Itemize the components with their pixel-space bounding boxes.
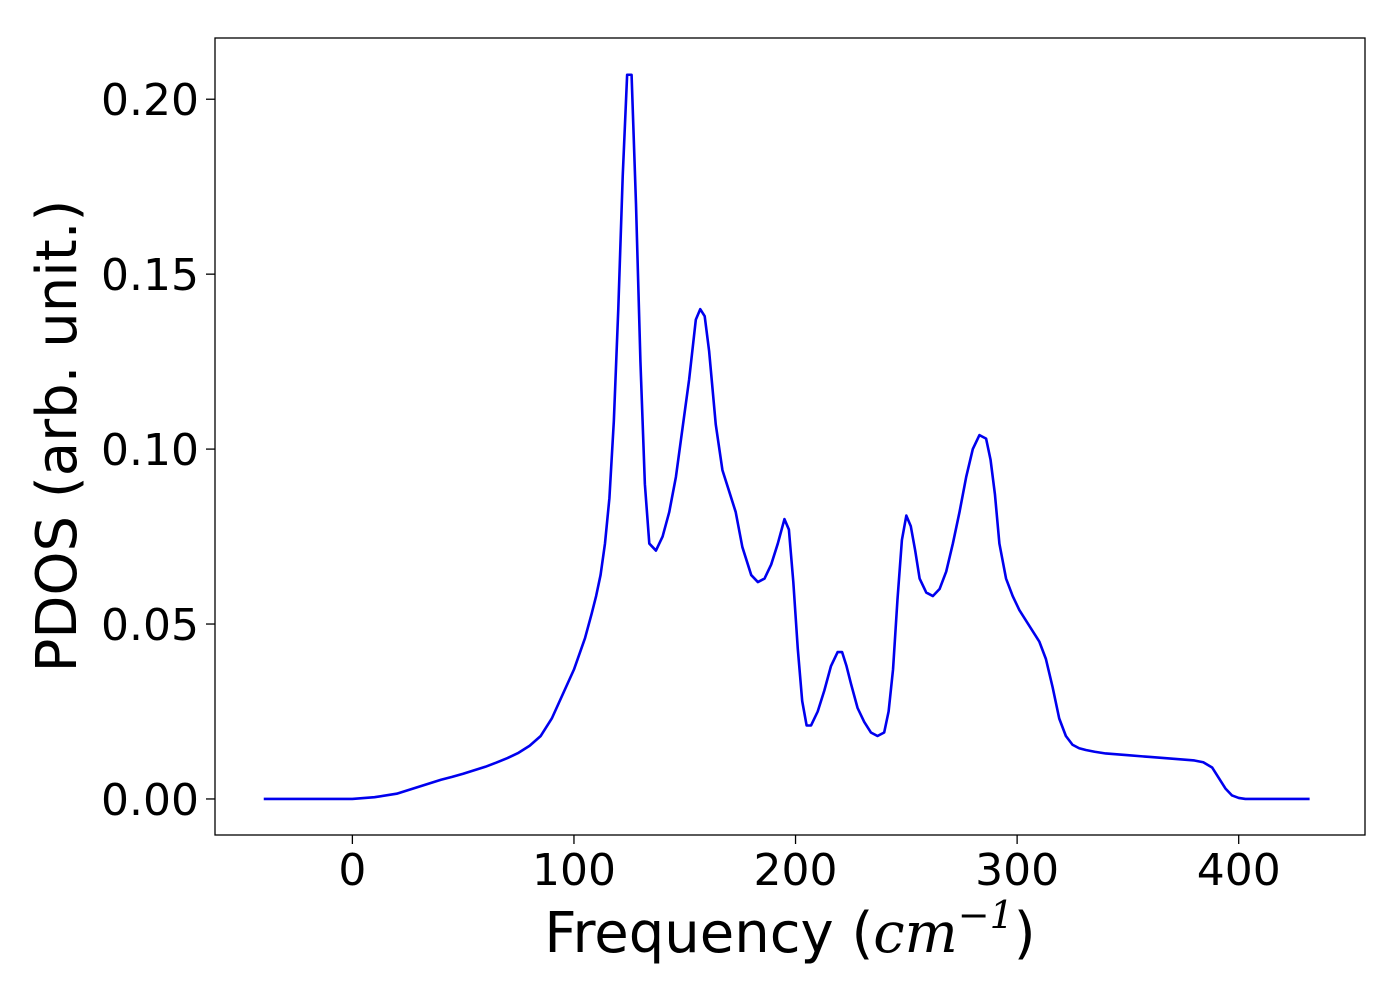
x-tick-label: 0 [338, 845, 366, 896]
y-tick-label: 0.00 [101, 775, 199, 826]
y-tick-label: 0.20 [101, 75, 199, 126]
x-tick-label: 200 [754, 845, 838, 896]
x-tick-label: 400 [1197, 845, 1281, 896]
plot-frame [214, 37, 1366, 836]
x-tick-label: 300 [975, 845, 1059, 896]
plot-background [215, 38, 1365, 835]
x-axis-ticks: 0 100 200 300 400 [338, 835, 1281, 896]
x-axis-label: Frequency (cm−1) [544, 893, 1035, 966]
y-axis-label: PDOS (arb. unit.) [25, 200, 90, 673]
x-tick-label: 100 [532, 845, 616, 896]
y-tick-label: 0.10 [101, 425, 199, 476]
y-tick-label: 0.15 [101, 250, 199, 301]
y-axis-ticks: 0.00 0.05 0.10 0.15 0.20 [101, 75, 215, 826]
pdos-series-line [263, 73, 1310, 801]
y-tick-label: 0.05 [101, 600, 199, 651]
